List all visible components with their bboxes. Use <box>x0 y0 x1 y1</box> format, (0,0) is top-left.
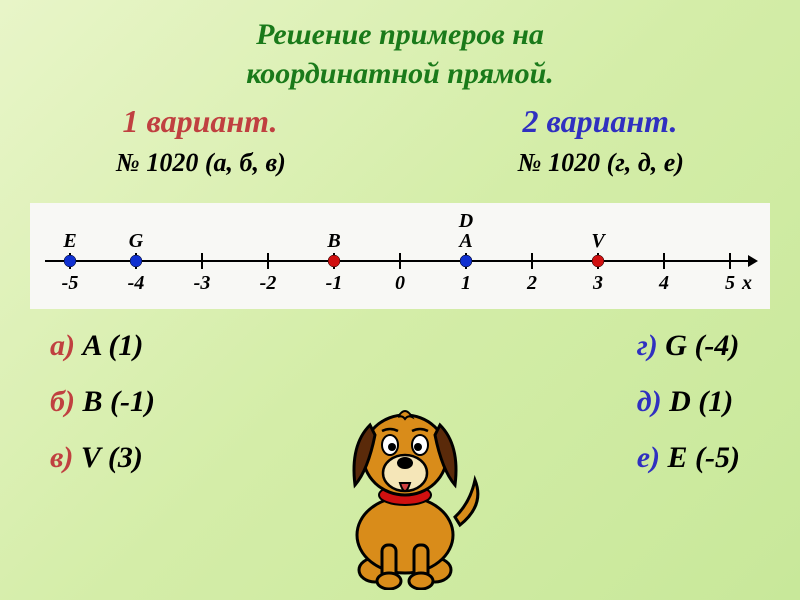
answer-letter: в) <box>50 441 73 474</box>
svg-text:4: 4 <box>658 272 669 294</box>
svg-text:G: G <box>129 230 144 252</box>
answers-right-column: г) G (-4)д) D (1)е) E (-5) <box>637 329 740 475</box>
title-line-1: Решение примеров на <box>0 15 800 54</box>
tasks-row: № 1020 (а, б, в) № 1020 (г, д, е) <box>0 148 800 178</box>
answer-text: D (1) <box>662 385 734 418</box>
answer-text: V (3) <box>73 441 142 474</box>
answer-row: е) E (-5) <box>637 441 740 475</box>
task-2: № 1020 (г, д, е) <box>518 148 684 178</box>
svg-text:5: 5 <box>725 272 735 294</box>
answer-letter: г) <box>637 329 658 362</box>
answer-row: д) D (1) <box>637 385 740 419</box>
variants-row: 1 вариант. 2 вариант. <box>0 103 800 140</box>
svg-text:-3: -3 <box>194 272 211 294</box>
answer-row: г) G (-4) <box>637 329 740 363</box>
svg-text:B: B <box>326 230 340 252</box>
dog-illustration <box>320 395 490 590</box>
answer-row: в) V (3) <box>50 441 155 475</box>
answer-text: G (-4) <box>658 329 740 362</box>
answer-text: E (-5) <box>660 441 740 474</box>
answers-left-column: а) A (1)б) B (-1)в) V (3) <box>50 329 155 475</box>
answer-letter: б) <box>50 385 75 418</box>
numberline-container: -5 -4 -3 -2 -1 0 1 2 3 4 5x E G B AD V <box>30 203 770 309</box>
svg-text:-2: -2 <box>260 272 277 294</box>
svg-text:x: x <box>741 272 752 294</box>
answer-text: B (-1) <box>75 385 155 418</box>
answer-letter: е) <box>637 441 660 474</box>
svg-text:1: 1 <box>461 272 471 294</box>
task-1: № 1020 (а, б, в) <box>116 148 286 178</box>
page-title: Решение примеров на координатной прямой. <box>0 0 800 93</box>
svg-text:A: A <box>457 230 472 252</box>
svg-text:3: 3 <box>592 272 603 294</box>
svg-text:D: D <box>458 211 473 232</box>
answer-row: а) A (1) <box>50 329 155 363</box>
answer-row: б) B (-1) <box>50 385 155 419</box>
svg-text:0: 0 <box>395 272 405 294</box>
numberline: -5 -4 -3 -2 -1 0 1 2 3 4 5x E G B AD V <box>40 211 760 297</box>
variant-1-label: 1 вариант. <box>123 103 278 140</box>
svg-text:-4: -4 <box>128 272 145 294</box>
svg-text:-5: -5 <box>62 272 79 294</box>
svg-text:V: V <box>591 230 606 252</box>
answer-text: A (1) <box>75 329 143 362</box>
svg-text:E: E <box>62 230 76 252</box>
title-line-2: координатной прямой. <box>0 54 800 93</box>
answer-letter: а) <box>50 329 75 362</box>
variant-2-label: 2 вариант. <box>523 103 678 140</box>
answer-letter: д) <box>637 385 662 418</box>
svg-text:-1: -1 <box>326 272 343 294</box>
svg-text:2: 2 <box>526 272 537 294</box>
